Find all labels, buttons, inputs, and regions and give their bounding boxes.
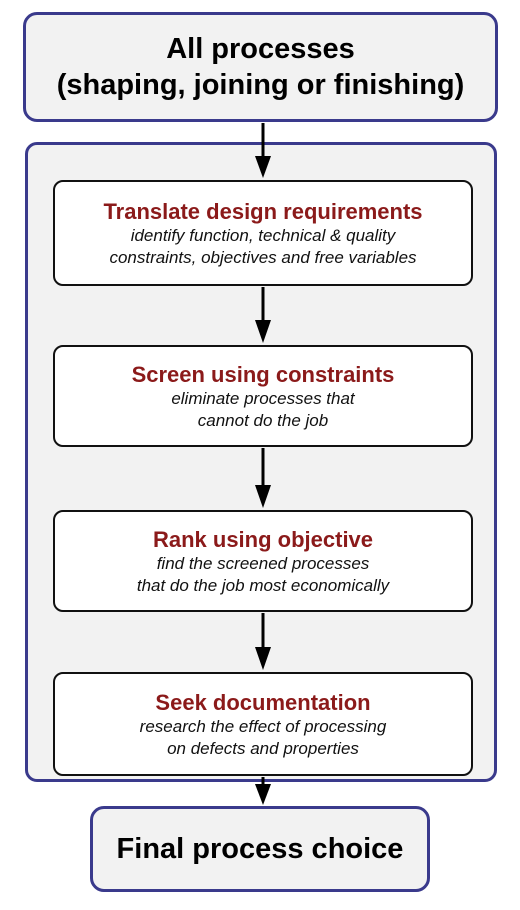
step-title: Translate design requirements <box>103 198 423 224</box>
start-line-1: All processes <box>166 33 355 65</box>
start-box: All processes (shaping, joining or finis… <box>23 12 498 122</box>
step-screen-constraints: Screen using constraints eliminate proce… <box>53 345 473 447</box>
step-seek-documentation: Seek documentation research the effect o… <box>53 672 473 776</box>
start-line-2: (shaping, joining or finishing) <box>56 69 465 101</box>
step-title: Screen using constraints <box>131 361 395 387</box>
step-title: Seek documentation <box>155 689 371 715</box>
step-description: eliminate processes that cannot do the j… <box>171 388 355 430</box>
step-title: Rank using objective <box>152 526 374 552</box>
step-translate-requirements: Translate design requirements identify f… <box>53 180 473 286</box>
end-box: Final process choice <box>90 806 430 892</box>
step-description: find the screened processes that do the … <box>136 553 390 595</box>
end-label: Final process choice <box>116 832 404 865</box>
step-rank-objective: Rank using objective find the screened p… <box>53 510 473 612</box>
step-description: research the effect of processing on def… <box>139 716 387 758</box>
step-description: identify function, technical & quality c… <box>109 225 417 267</box>
